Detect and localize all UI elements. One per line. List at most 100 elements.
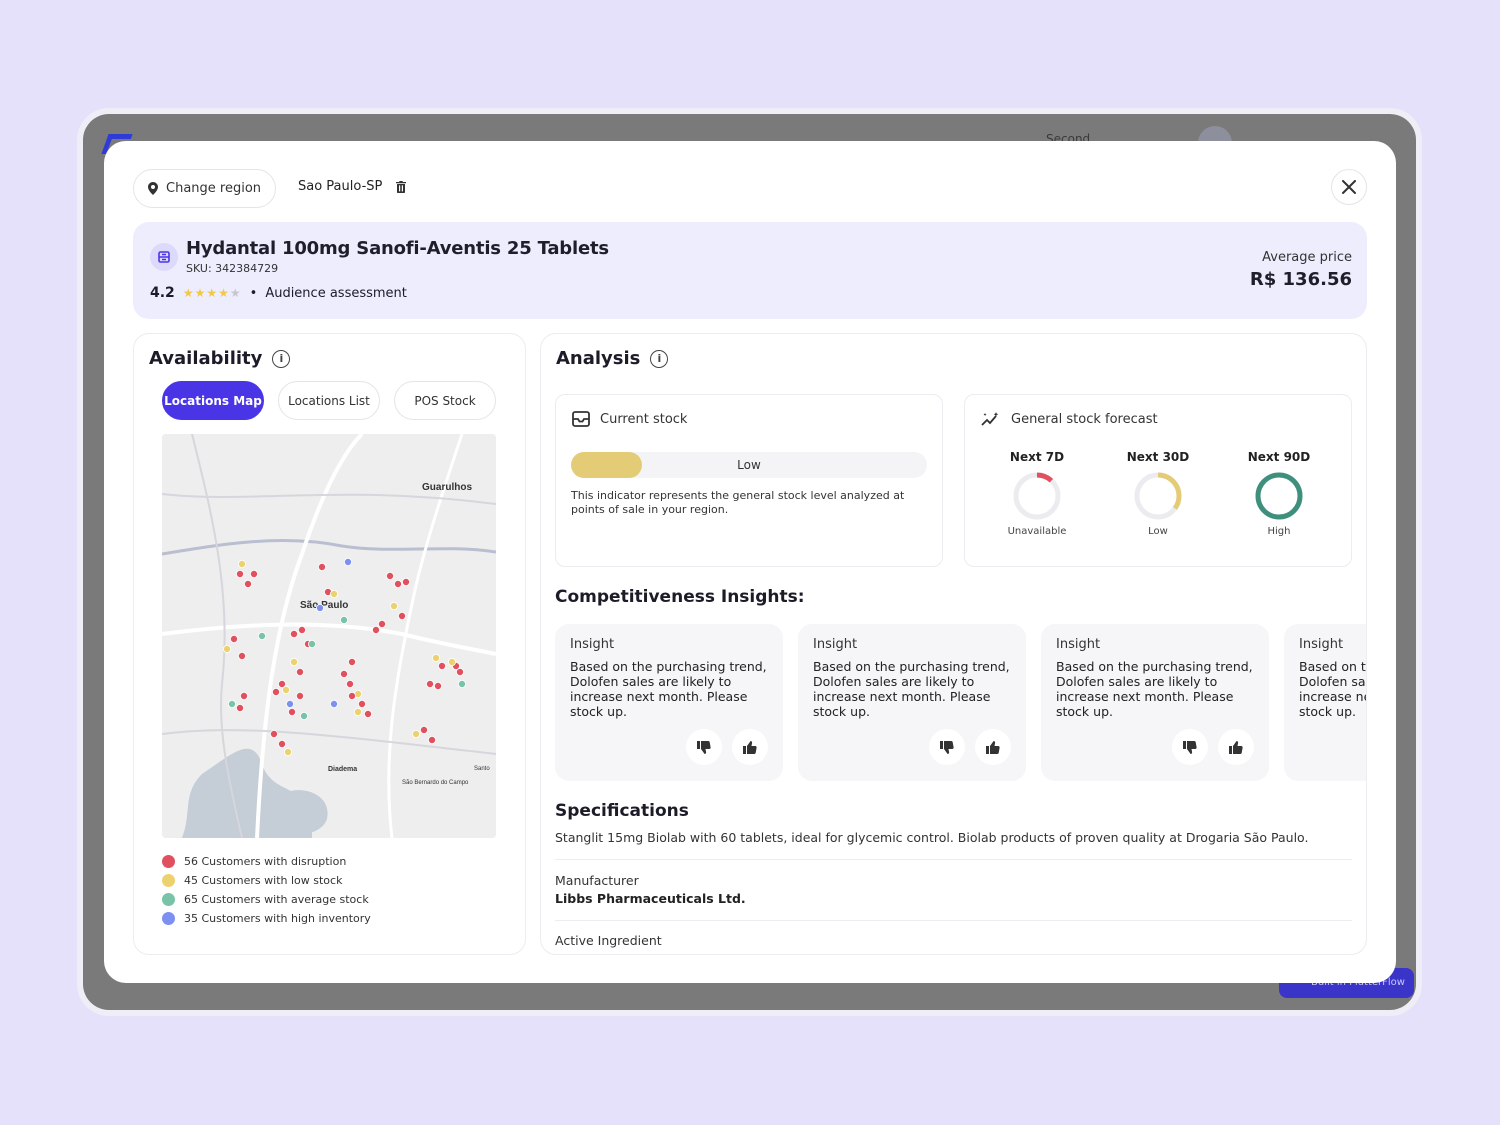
- map-pin[interactable]: [284, 747, 293, 756]
- map-pin[interactable]: [457, 679, 466, 688]
- map-pin[interactable]: [419, 725, 428, 734]
- map-pin[interactable]: [289, 657, 298, 666]
- forecast-ring-7d: [1013, 472, 1061, 520]
- map-pin[interactable]: [363, 709, 372, 718]
- info-icon[interactable]: i: [650, 349, 669, 368]
- stock-level-bar: Low: [571, 452, 927, 478]
- map-pin[interactable]: [339, 669, 348, 678]
- legend-label: 35 Customers with high inventory: [184, 912, 371, 925]
- product-title: Hydantal 100mg Sanofi-Aventis 25 Tablets: [186, 238, 609, 259]
- legend-item: 35 Customers with high inventory: [162, 909, 371, 928]
- thumbs-down-button[interactable]: [1172, 729, 1208, 765]
- thumbs-down-button[interactable]: [686, 729, 722, 765]
- map-pin[interactable]: [353, 707, 362, 716]
- map-label-sao-paulo: São Paulo: [300, 600, 348, 611]
- forecast-7d: Next 7D Unavailable: [992, 450, 1082, 537]
- map-pin[interactable]: [270, 729, 279, 738]
- trend-sparkle-icon: [981, 412, 999, 426]
- map-pin[interactable]: [329, 699, 338, 708]
- map-pin[interactable]: [236, 569, 245, 578]
- map-legend: 56 Customers with disruption 45 Customer…: [162, 852, 371, 928]
- close-button[interactable]: [1331, 169, 1367, 205]
- stock-forecast-card: General stock forecast Next 7D Unavailab…: [964, 394, 1352, 567]
- thumbs-up-button[interactable]: [975, 729, 1011, 765]
- map-pin[interactable]: [297, 625, 306, 634]
- map-pin[interactable]: [223, 644, 232, 653]
- map-pin[interactable]: [447, 657, 456, 666]
- tab-pos-stock[interactable]: POS Stock: [394, 381, 496, 420]
- map-pin[interactable]: [272, 687, 281, 696]
- map-pin[interactable]: [329, 589, 338, 598]
- map-pins[interactable]: [223, 558, 466, 756]
- map-pin[interactable]: [431, 653, 440, 662]
- tab-locations-map[interactable]: Locations Map: [162, 381, 264, 420]
- map-pin[interactable]: [393, 579, 402, 588]
- map-pin[interactable]: [389, 601, 398, 610]
- thumbs-up-button[interactable]: [732, 729, 768, 765]
- star-icon: ★: [206, 286, 219, 300]
- current-stock-title-text: Current stock: [600, 411, 688, 427]
- map-pin[interactable]: [289, 629, 298, 638]
- map-pin[interactable]: [425, 679, 434, 688]
- locations-map[interactable]: São Paulo Guarulhos Diadema São Bernardo…: [162, 434, 496, 838]
- map-pin[interactable]: [295, 691, 304, 700]
- map-pin[interactable]: [401, 577, 410, 586]
- map-pin[interactable]: [385, 571, 394, 580]
- map-pin[interactable]: [228, 699, 237, 708]
- map-pin[interactable]: [315, 603, 324, 612]
- forecast-title: General stock forecast: [981, 411, 1158, 427]
- map-pin[interactable]: [345, 679, 354, 688]
- map-pin[interactable]: [339, 615, 348, 624]
- map-pin[interactable]: [377, 619, 386, 628]
- map-pin[interactable]: [347, 691, 356, 700]
- current-stock-card: Current stock Low This indicator represe…: [555, 394, 943, 567]
- info-icon[interactable]: i: [272, 349, 291, 368]
- map-pin[interactable]: [437, 661, 446, 670]
- legend-label: 56 Customers with disruption: [184, 855, 347, 868]
- map-pin[interactable]: [317, 562, 326, 571]
- rating-separator: •: [249, 285, 258, 301]
- map-pin[interactable]: [282, 685, 291, 694]
- map-pin[interactable]: [278, 679, 287, 688]
- map-pin[interactable]: [357, 699, 366, 708]
- map-pin[interactable]: [244, 579, 253, 588]
- map-pin[interactable]: [411, 729, 420, 738]
- thumbs-up-button[interactable]: [1218, 729, 1254, 765]
- map-pin[interactable]: [288, 707, 297, 716]
- trash-icon[interactable]: [396, 180, 407, 193]
- map-pin[interactable]: [299, 711, 308, 720]
- forecast-period: Next 90D: [1247, 450, 1311, 464]
- tab-locations-list[interactable]: Locations List: [278, 381, 380, 420]
- map-pin[interactable]: [307, 639, 316, 648]
- map-pin[interactable]: [343, 558, 352, 567]
- thumbs-down-icon: [1183, 740, 1197, 754]
- map-pin[interactable]: [258, 631, 267, 640]
- map-canvas[interactable]: São Paulo Guarulhos Diadema São Bernardo…: [162, 434, 496, 838]
- map-label-diadema: Diadema: [328, 766, 357, 773]
- map-pin[interactable]: [397, 611, 406, 620]
- forecast-period: Next 30D: [1126, 450, 1190, 464]
- rating-caption: Audience assessment: [265, 285, 407, 301]
- map-pin[interactable]: [295, 667, 304, 676]
- insight-heading: Insight: [1056, 637, 1101, 652]
- availability-panel: Availability i Locations Map Locations L…: [133, 333, 526, 955]
- map-pin[interactable]: [455, 667, 464, 676]
- map-pin[interactable]: [238, 651, 247, 660]
- map-pin[interactable]: [238, 560, 247, 569]
- map-pin[interactable]: [250, 569, 259, 578]
- map-pin[interactable]: [230, 634, 239, 643]
- availability-title: Availability i: [149, 348, 291, 369]
- map-pin[interactable]: [427, 735, 436, 744]
- thumbs-down-button[interactable]: [929, 729, 965, 765]
- insight-card: Insight Based on the purchasing trend, D…: [555, 624, 783, 781]
- map-pin[interactable]: [278, 739, 287, 748]
- map-pin[interactable]: [286, 699, 295, 708]
- map-pin[interactable]: [240, 691, 249, 700]
- map-pin[interactable]: [433, 681, 442, 690]
- legend-dot-average: [162, 893, 175, 906]
- average-price-label: Average price: [1262, 250, 1352, 265]
- map-pin[interactable]: [347, 657, 356, 666]
- map-pin[interactable]: [371, 625, 380, 634]
- change-region-button[interactable]: Change region: [133, 169, 277, 208]
- map-pin[interactable]: [236, 703, 245, 712]
